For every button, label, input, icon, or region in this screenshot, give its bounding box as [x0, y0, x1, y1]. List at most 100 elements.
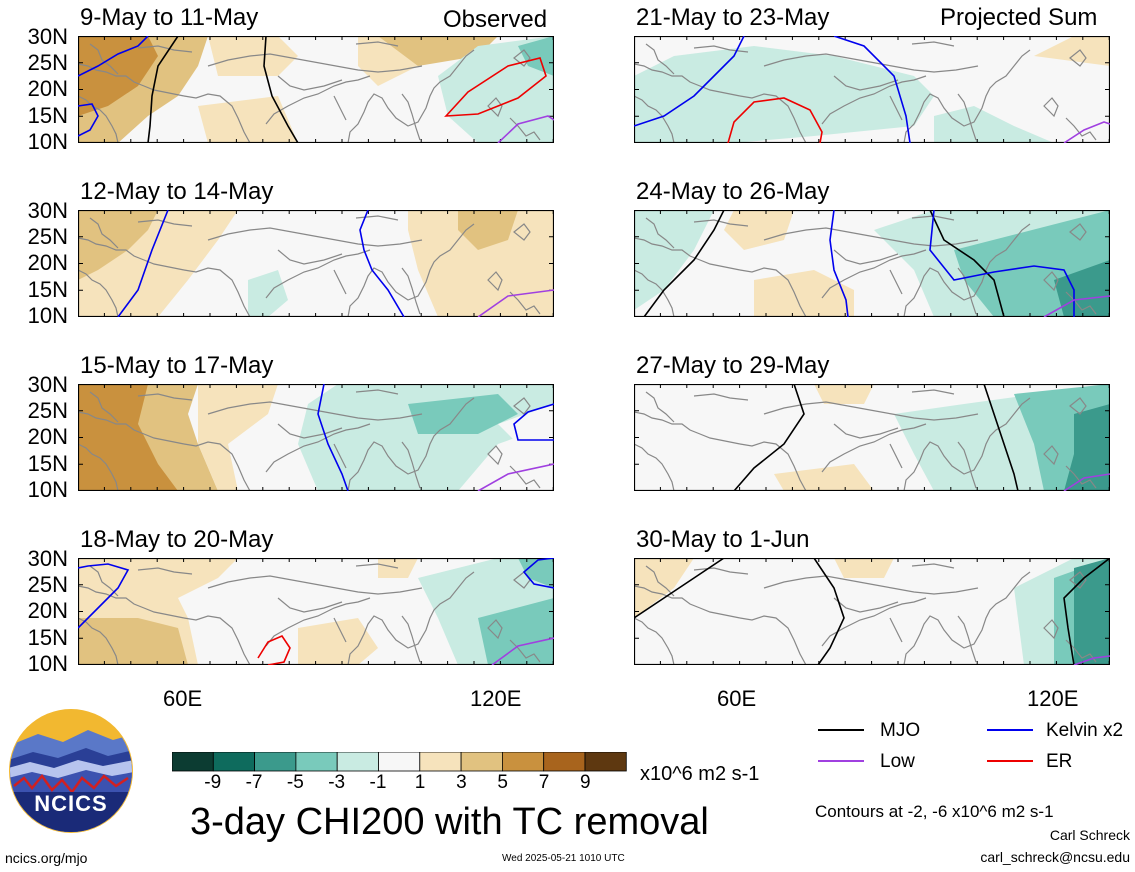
footer-url: ncics.org/mjo	[5, 850, 88, 866]
coastline-path	[207, 575, 423, 595]
lat-tick-label: 15N	[27, 625, 68, 650]
colorbar-tick-label: 5	[497, 772, 508, 793]
logo-text: NCICS	[34, 791, 107, 816]
coastline-path	[911, 563, 955, 569]
anomaly-region	[438, 36, 554, 143]
coastline-path	[957, 93, 977, 141]
coastline-path	[1069, 397, 1087, 415]
coastline-path	[739, 93, 807, 143]
anomaly-region	[814, 384, 874, 404]
anomaly-region	[458, 210, 518, 250]
coastline-path	[513, 397, 531, 415]
map-panel	[78, 36, 554, 143]
coastline-path	[645, 391, 675, 423]
lat-tick-label: 15N	[27, 103, 68, 128]
anomaly-region	[1074, 558, 1110, 665]
coastline-path	[833, 75, 899, 91]
wave-contour	[829, 210, 849, 317]
coastline-path	[183, 267, 251, 317]
lat-tick-label: 30N	[27, 546, 68, 571]
colorbar-swatch	[419, 752, 462, 772]
anomaly-region	[634, 46, 934, 143]
panel-frame	[78, 210, 554, 317]
anomaly-region	[518, 558, 554, 588]
lat-tick-label: 10N	[27, 129, 68, 154]
coastline-path	[401, 615, 421, 663]
coastline-path	[509, 291, 541, 315]
coastline-path	[739, 615, 807, 665]
map-panel	[634, 36, 1110, 143]
wave-contour	[929, 210, 1005, 317]
wave-contour	[147, 36, 179, 143]
panel-title: 12-May to 14-May	[80, 178, 274, 205]
wave-contour-group	[634, 558, 1110, 665]
anomaly-region	[774, 464, 874, 491]
colorbar-tick-label: -9	[204, 772, 222, 793]
lat-tick-label: 20N	[27, 250, 68, 275]
coastline-path	[78, 411, 185, 445]
wave-contour	[444, 57, 547, 117]
legend-label: MJO	[880, 720, 921, 741]
wave-contour	[634, 36, 745, 127]
coastline-path	[903, 223, 1031, 317]
panel-frame	[634, 384, 1110, 491]
coastline-path	[355, 215, 399, 221]
coastline-path	[634, 617, 675, 665]
coastline-path	[1043, 445, 1059, 466]
wave-contour	[78, 563, 130, 629]
coastline-path	[634, 411, 741, 445]
coastline-path	[78, 443, 119, 491]
colorbar-tick-label: 3	[456, 772, 467, 793]
coastline-path	[487, 445, 503, 466]
coastline-path	[763, 575, 979, 595]
coastline-path	[277, 75, 343, 91]
coastline-path	[89, 217, 119, 249]
wave-contour	[1073, 655, 1110, 665]
coastline-path	[265, 75, 371, 125]
anomaly-region	[754, 270, 854, 317]
colorbar-swatch	[172, 752, 214, 772]
wave-contour-group	[117, 210, 554, 317]
anomaly-region	[298, 618, 378, 665]
lat-tick-label: 25N	[27, 224, 68, 249]
coastline-path	[903, 49, 1031, 143]
colorbar-swatch	[336, 752, 379, 772]
panel-frame	[78, 36, 554, 143]
coastline-path	[78, 95, 119, 143]
coastline-path	[78, 237, 185, 271]
coastline-path	[277, 597, 343, 613]
legend-label: ER	[1046, 751, 1073, 772]
wave-contour	[522, 558, 554, 589]
anomaly-region	[78, 210, 158, 280]
wave-contour	[733, 384, 805, 491]
coastline-path	[833, 597, 899, 613]
coastline-path	[693, 219, 749, 227]
coastline-path	[401, 267, 421, 315]
anomaly-region	[78, 384, 178, 491]
coastline-path	[333, 95, 347, 121]
wave-contour	[634, 558, 725, 619]
coastline-path	[821, 423, 927, 473]
coastline-path	[277, 423, 343, 439]
coastline-path	[207, 53, 423, 73]
anomaly-region	[834, 558, 894, 578]
coastline-path	[137, 45, 193, 53]
coastline-path	[207, 401, 423, 421]
wave-contour	[983, 384, 1019, 491]
wave-contour-group	[78, 558, 554, 665]
wave-contour	[117, 210, 169, 317]
coastline-path	[1065, 117, 1097, 141]
coastline-path	[347, 397, 475, 491]
colorbar-swatch	[584, 752, 627, 772]
map-panel	[78, 210, 554, 317]
legend-swatch-low	[818, 760, 864, 762]
anomaly-fill-group	[78, 558, 554, 665]
panel-title: 9-May to 11-May	[80, 4, 259, 31]
anomaly-fill-group	[78, 210, 554, 317]
coastline-path	[763, 401, 979, 421]
coastline-path	[347, 223, 475, 317]
coastline-path	[487, 619, 503, 640]
lon-tick-label: 120E	[470, 686, 522, 711]
anomaly-region	[408, 210, 554, 317]
coastline-path	[957, 267, 977, 315]
